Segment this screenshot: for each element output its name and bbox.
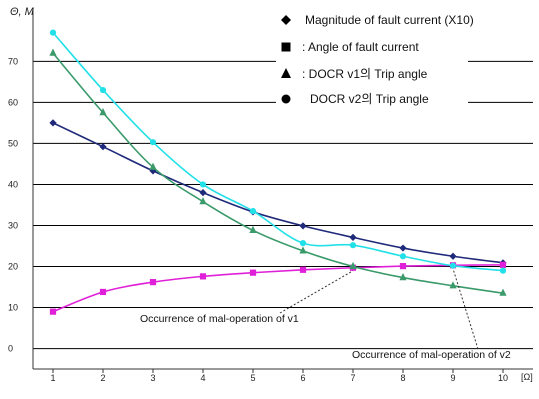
legend-item-1-label: Magnitude of fault current (X10) bbox=[305, 13, 474, 27]
series-4-point-7 bbox=[349, 242, 357, 249]
y-tick-label-50: 50 bbox=[8, 138, 18, 148]
series-2-point-6 bbox=[299, 266, 307, 273]
annotations: Occurrence of mal-operation of v1 Occurre… bbox=[140, 268, 511, 361]
series-3-point-4 bbox=[199, 197, 207, 205]
legend-background bbox=[276, 2, 468, 117]
series-2-point-2 bbox=[99, 288, 107, 296]
series-4-point-9 bbox=[449, 262, 457, 269]
x-axis-unit: [Ω] bbox=[521, 372, 533, 382]
x-tick-label-8: 8 bbox=[400, 373, 405, 383]
series-4-point-2 bbox=[99, 86, 107, 94]
x-tick-label-1: 1 bbox=[50, 373, 55, 383]
annotation-text-1: Occurrence of mal-operation of v1 bbox=[140, 313, 299, 325]
series-3-group bbox=[49, 48, 507, 296]
series-4-point-10 bbox=[499, 267, 507, 274]
series-1-point-6 bbox=[299, 222, 307, 230]
series-2-point-5 bbox=[249, 269, 257, 276]
y-axis-label: Θ, M bbox=[10, 6, 35, 18]
x-tick-label-5: 5 bbox=[250, 373, 255, 383]
x-tick-label-3: 3 bbox=[150, 373, 155, 383]
series-3-point-8 bbox=[399, 272, 407, 281]
series-4-group bbox=[49, 29, 507, 274]
legend-item-1-marker bbox=[281, 15, 291, 25]
series-1-point-1 bbox=[49, 119, 57, 127]
series-1-point-2 bbox=[99, 143, 107, 151]
legend-item-1: Magnitude of fault current (X10) bbox=[281, 13, 474, 27]
legend-items: Magnitude of fault current (X10) : Angle … bbox=[281, 13, 474, 106]
series-1-group bbox=[49, 119, 507, 267]
series-4-point-8 bbox=[399, 253, 407, 260]
legend-item-4-label: DOCR v2의 Trip angle bbox=[310, 92, 429, 106]
series-1-point-9 bbox=[449, 252, 457, 260]
series-1-point-4 bbox=[199, 189, 207, 197]
series-4-point-6 bbox=[299, 240, 307, 247]
x-tick-labels: 1 2 3 4 5 6 7 8 9 10 bbox=[50, 373, 508, 383]
legend: Magnitude of fault current (X10) : Angle … bbox=[276, 2, 474, 117]
series-3-line bbox=[52, 52, 504, 294]
series-2-point-1 bbox=[49, 308, 57, 315]
y-tick-label-20: 20 bbox=[8, 262, 18, 272]
series-3-point-10 bbox=[499, 288, 507, 296]
legend-item-3: : DOCR v1의 Trip angle bbox=[281, 67, 428, 81]
x-tick-label-6: 6 bbox=[300, 373, 305, 383]
legend-item-2-label: : Angle of fault current bbox=[302, 40, 419, 54]
y-tick-label-10: 10 bbox=[8, 303, 18, 313]
series-3-point-2 bbox=[99, 108, 107, 116]
series-2-point-3 bbox=[149, 279, 157, 286]
series-3-point-7 bbox=[349, 261, 357, 270]
series-3-point-1 bbox=[49, 48, 57, 56]
series-4-point-3 bbox=[149, 139, 157, 146]
x-tick-label-10: 10 bbox=[498, 373, 508, 383]
series-2-point-10 bbox=[499, 261, 507, 268]
annotation-text-2: Occurrence of mal-operation of v2 bbox=[352, 349, 511, 361]
series-2-point-8 bbox=[399, 263, 407, 270]
legend-item-3-marker bbox=[281, 68, 291, 78]
series-4-line bbox=[52, 32, 504, 272]
series-1-point-7 bbox=[349, 233, 357, 241]
y-tick-label-0: 0 bbox=[8, 344, 13, 354]
series-1-point-8 bbox=[399, 244, 407, 252]
series-3-point-9 bbox=[449, 281, 457, 289]
series-4-point-5 bbox=[249, 208, 257, 215]
series-4-point-4 bbox=[199, 181, 207, 188]
series-2-point-4 bbox=[199, 273, 207, 280]
y-tick-label-30: 30 bbox=[8, 220, 18, 230]
x-tick-label-4: 4 bbox=[200, 373, 205, 383]
legend-item-2: : Angle of fault current bbox=[281, 40, 419, 54]
legend-item-2-marker bbox=[281, 42, 291, 52]
series-3-point-3 bbox=[149, 162, 157, 170]
y-tick-label-70: 70 bbox=[8, 56, 18, 66]
legend-item-3-label: : DOCR v1의 Trip angle bbox=[302, 67, 428, 81]
series-1-line bbox=[52, 122, 504, 264]
y-tick-label-60: 60 bbox=[8, 97, 18, 107]
x-tick-label-7: 7 bbox=[350, 373, 355, 383]
series-layer bbox=[49, 29, 507, 315]
series-3-point-6 bbox=[299, 246, 307, 254]
axes bbox=[32, 8, 533, 373]
series-4-point-1 bbox=[49, 29, 57, 36]
legend-item-4: DOCR v2의 Trip angle bbox=[281, 92, 429, 106]
y-tick-label-40: 40 bbox=[8, 179, 18, 189]
series-3-point-5 bbox=[249, 225, 257, 234]
y-tick-labels: 70 60 50 40 30 20 10 0 bbox=[8, 56, 18, 353]
series-2-line bbox=[52, 264, 504, 313]
x-tick-label-2: 2 bbox=[100, 373, 105, 383]
x-tick-label-9: 9 bbox=[450, 373, 455, 383]
legend-item-4-marker bbox=[281, 94, 291, 104]
